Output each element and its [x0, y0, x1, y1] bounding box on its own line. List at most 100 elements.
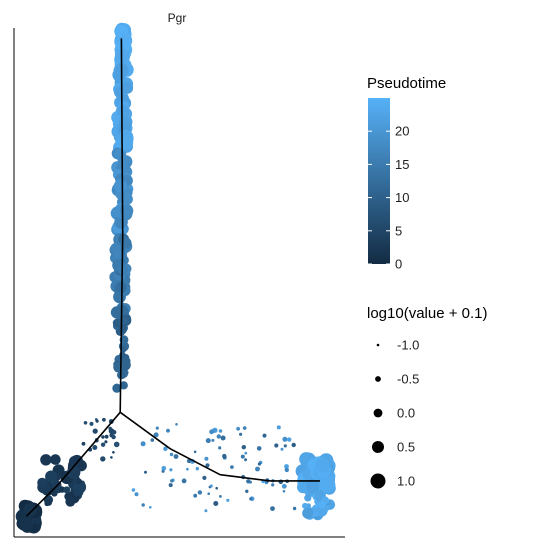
- colorbar-ticks: 0 5 10 15 20: [368, 124, 409, 272]
- cell-point: [245, 489, 249, 493]
- cell-point: [248, 480, 252, 484]
- cell-point: [23, 503, 37, 517]
- cell-point: [283, 444, 287, 448]
- cell-point: [111, 430, 117, 435]
- cell-point: [220, 435, 226, 441]
- facet-title: Pgr: [168, 11, 187, 25]
- cell-point: [134, 492, 139, 497]
- cell-point: [175, 423, 178, 426]
- cell-point: [118, 325, 127, 334]
- cell-point: [262, 433, 267, 438]
- cell-point: [140, 441, 146, 447]
- cell-point: [242, 426, 247, 430]
- size-legend-label: 0.0: [397, 406, 415, 421]
- cell-point: [205, 463, 210, 468]
- colorbar-tick-label: 5: [395, 223, 402, 238]
- cell-point: [282, 490, 286, 493]
- size-legend-key: [370, 473, 386, 489]
- cell-point: [320, 480, 333, 493]
- cell-point: [144, 470, 147, 474]
- cell-point: [305, 479, 320, 493]
- cell-point: [50, 454, 61, 465]
- cell-point: [271, 483, 275, 487]
- size-legend-key: [375, 376, 381, 382]
- cell-point: [89, 421, 94, 426]
- cell-point: [284, 464, 289, 469]
- cell-point: [173, 454, 179, 459]
- cell-point: [282, 436, 288, 442]
- size-legend-key: [373, 408, 383, 418]
- cell-point: [241, 445, 246, 450]
- cell-point: [202, 475, 207, 480]
- cell-point: [45, 499, 52, 506]
- cell-point: [114, 215, 128, 229]
- cell-point: [95, 419, 99, 423]
- cell-point: [257, 462, 261, 466]
- cell-point: [281, 483, 287, 489]
- size-legend-title: log10(value + 0.1): [367, 305, 488, 322]
- cell-point: [92, 445, 98, 450]
- cell-point: [302, 502, 308, 509]
- cell-point: [230, 465, 234, 469]
- cell-point: [115, 281, 127, 293]
- cell-point: [113, 179, 127, 193]
- cell-point: [215, 486, 218, 490]
- cell-point: [316, 505, 328, 517]
- cell-point: [218, 446, 222, 450]
- cell-point: [131, 488, 136, 492]
- cell-point: [163, 446, 168, 451]
- cell-point: [211, 438, 215, 442]
- cell-point: [216, 434, 221, 439]
- cell-point: [168, 483, 173, 488]
- cell-point: [101, 435, 105, 439]
- cell-point: [117, 105, 130, 118]
- size-legend-key: [376, 343, 380, 347]
- cell-point: [287, 437, 292, 442]
- cell-point: [236, 426, 241, 431]
- cell-point: [37, 477, 48, 488]
- cell-point: [155, 426, 159, 430]
- cell-point: [292, 506, 297, 511]
- cell-point: [222, 453, 227, 459]
- colorbar: [368, 98, 390, 264]
- cell-point: [311, 506, 318, 512]
- cell-point: [244, 451, 248, 455]
- cell-point: [270, 506, 275, 511]
- colorbar-tick-label: 0: [395, 257, 402, 272]
- cell-point: [111, 434, 116, 440]
- cell-point: [195, 467, 199, 471]
- trajectory-segment-1: [119, 38, 124, 413]
- cell-point: [219, 495, 222, 498]
- cell-point: [112, 451, 115, 454]
- size-legend-label: -0.5: [397, 372, 419, 387]
- cell-point: [119, 351, 126, 359]
- cell-point: [297, 481, 309, 494]
- cell-point: [255, 467, 260, 471]
- cell-point: [117, 155, 129, 167]
- cell-point: [45, 470, 58, 483]
- colorbar-tick-label: 20: [395, 124, 409, 139]
- size-legend-keys: -1.0 -0.5 0.0 0.5 1.0: [370, 338, 419, 489]
- cell-point: [204, 456, 209, 461]
- cell-point: [113, 63, 128, 78]
- cell-point: [249, 497, 253, 501]
- cell-point: [65, 497, 75, 507]
- cell-point: [169, 468, 173, 472]
- cell-point: [83, 421, 88, 425]
- cell-point: [102, 417, 106, 422]
- size-legend-label: 1.0: [397, 474, 415, 489]
- cell-point: [302, 507, 314, 519]
- cell-point: [209, 484, 213, 488]
- cell-point: [81, 441, 86, 446]
- cell-point: [207, 492, 210, 496]
- cell-point: [276, 425, 281, 430]
- trajectory-segment-2: [25, 411, 121, 517]
- color-legend: Pseudotime 0 5 10 15 20: [367, 75, 446, 272]
- cell-point: [218, 429, 223, 433]
- cell-point: [186, 467, 189, 471]
- size-legend: log10(value + 0.1) -1.0 -0.5 0.0 0.5 1.0: [367, 305, 488, 489]
- cell-point: [113, 441, 120, 448]
- cell-point: [161, 466, 167, 471]
- cell-point: [274, 443, 279, 448]
